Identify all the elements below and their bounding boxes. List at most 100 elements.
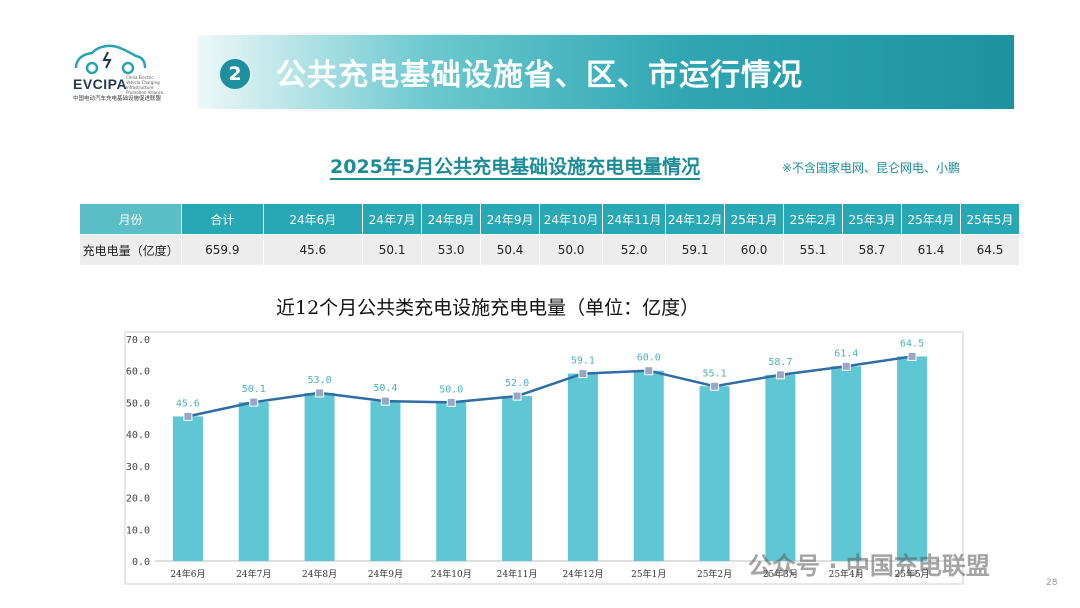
x-tick-label: 24年11月: [497, 568, 538, 580]
table-header-cell: 24年12月: [665, 204, 726, 235]
section-title: 2025年5月公共充电基础设施充电电量情况: [330, 156, 701, 178]
car-plug-icon: [74, 44, 147, 75]
y-tick-label: 20.0: [126, 494, 150, 505]
table-cell: 53.0: [421, 234, 482, 265]
table-cell: 64.5: [960, 234, 1021, 265]
table-header-cell: 合计: [181, 204, 264, 235]
table-header-cell: 24年8月: [421, 204, 482, 235]
logo-english: China Electric Vehicle Charging Infrastr…: [126, 75, 164, 95]
wechat-watermark: 公众号 · 中国充电联盟: [748, 552, 990, 580]
logo-name: EVCIPA: [73, 76, 128, 92]
table-header-cell: 25年3月: [842, 204, 902, 235]
logo-subtitle: 中国电动汽车充电基础设施促进联盟: [73, 96, 162, 102]
data-label: 60.0: [637, 353, 661, 364]
x-tick-label: 25年5月: [894, 568, 929, 580]
table-cell: 61.4: [901, 234, 961, 265]
line-marker: [710, 381, 720, 391]
x-tick-label: 24年8月: [302, 568, 337, 580]
table-cell: 充电电量（亿度）: [80, 234, 183, 265]
y-tick-label: 40.0: [126, 430, 150, 441]
x-tick-label: 25年2月: [697, 568, 732, 580]
line-marker: [446, 397, 456, 407]
line-marker: [512, 391, 522, 401]
data-label: 52.0: [505, 378, 529, 389]
bar: [172, 416, 203, 561]
line-marker: [578, 369, 588, 379]
table-header-cell: 24年7月: [362, 204, 423, 235]
table-cell: 50.4: [480, 234, 541, 265]
data-label: 64.5: [900, 338, 924, 349]
chart-frame: [124, 331, 964, 585]
y-tick-label: 50.0: [126, 398, 150, 409]
table-cell: 55.1: [783, 234, 844, 265]
bar: [370, 401, 401, 561]
table-cell: 60.0: [724, 234, 785, 265]
table-cell: 58.7: [842, 234, 902, 265]
x-tick-label: 25年1月: [631, 568, 666, 580]
bar: [765, 374, 796, 561]
data-label: 61.4: [834, 348, 858, 359]
table-cell: 59.1: [665, 234, 726, 265]
table-header-cell: 25年4月: [901, 204, 961, 235]
bar: [304, 392, 335, 561]
line-marker: [907, 351, 917, 361]
bar: [502, 396, 533, 561]
bar: [436, 402, 467, 561]
table-header-cell: 25年1月: [724, 204, 785, 235]
section-number-badge: 2: [218, 57, 252, 91]
table-cell: 659.9: [181, 234, 264, 265]
y-tick-label: 10.0: [126, 525, 150, 536]
data-label: 58.7: [768, 357, 792, 368]
table-header-cell: 25年2月: [783, 204, 844, 235]
x-tick-label: 24年9月: [368, 568, 403, 580]
x-tick-label: 24年7月: [236, 568, 271, 580]
table-cell: 52.0: [602, 234, 667, 265]
line-marker: [841, 361, 851, 371]
table-header-row: 月份 合计 24年6月 24年7月 24年8月 24年9月 24年10月 24年…: [80, 204, 1021, 235]
table-cell: 45.6: [263, 234, 364, 265]
x-tick-label: 24年10月: [431, 568, 472, 580]
data-label: 53.0: [308, 375, 332, 386]
bar: [897, 356, 928, 561]
evcipa-logo: EVCIPA China Electric Vehicle Charging I…: [70, 40, 190, 110]
table-header-cell: 24年11月: [602, 204, 667, 235]
data-label: 59.1: [571, 356, 595, 367]
chart-title: 近12个月公共类充电设施充电电量（单位：亿度）: [276, 297, 700, 319]
data-label: 50.0: [439, 384, 463, 395]
page-title: 公共充电基础设施省、区、市运行情况: [276, 58, 803, 93]
y-tick-label: 70.0: [126, 335, 150, 346]
table-header-cell: 24年10月: [539, 204, 604, 235]
line-marker: [249, 397, 259, 407]
series-line: [187, 355, 913, 418]
bar: [633, 370, 664, 561]
table-header-cell: 25年5月: [960, 204, 1021, 235]
table-header-cell: 24年6月: [263, 204, 364, 235]
charging-volume-table: 月份 合计 24年6月 24年7月 24年8月 24年9月 24年10月 24年…: [80, 204, 1021, 265]
bar: [567, 373, 598, 561]
data-label: 50.1: [242, 384, 266, 395]
x-tick-label: 25年3月: [763, 568, 798, 580]
line-marker: [315, 388, 325, 398]
bar: [831, 366, 862, 561]
table-header-cell: 月份: [80, 204, 183, 235]
table-cell: 50.0: [539, 234, 604, 265]
line-marker: [183, 411, 193, 421]
data-label: 45.6: [176, 398, 200, 409]
table-row: 充电电量（亿度） 659.9 45.6 50.1 53.0 50.4 50.0 …: [80, 234, 1021, 265]
line-marker: [775, 370, 785, 380]
x-tick-label: 24年12月: [562, 568, 603, 580]
bar: [699, 386, 730, 561]
bar: [238, 402, 269, 561]
section-note: ※不含国家电网、昆仑网电、小鹏: [782, 161, 961, 175]
title-banner: [198, 35, 1014, 109]
table-header-cell: 24年9月: [480, 204, 541, 235]
data-label: 50.4: [373, 383, 397, 394]
y-tick-label: 0.0: [132, 557, 150, 568]
y-tick-label: 30.0: [126, 462, 150, 473]
x-tick-label: 25年4月: [829, 568, 864, 580]
y-tick-label: 60.0: [126, 367, 150, 378]
table-cell: 50.1: [362, 234, 423, 265]
page-number: 28: [1046, 578, 1058, 588]
x-tick-label: 24年6月: [170, 568, 205, 580]
